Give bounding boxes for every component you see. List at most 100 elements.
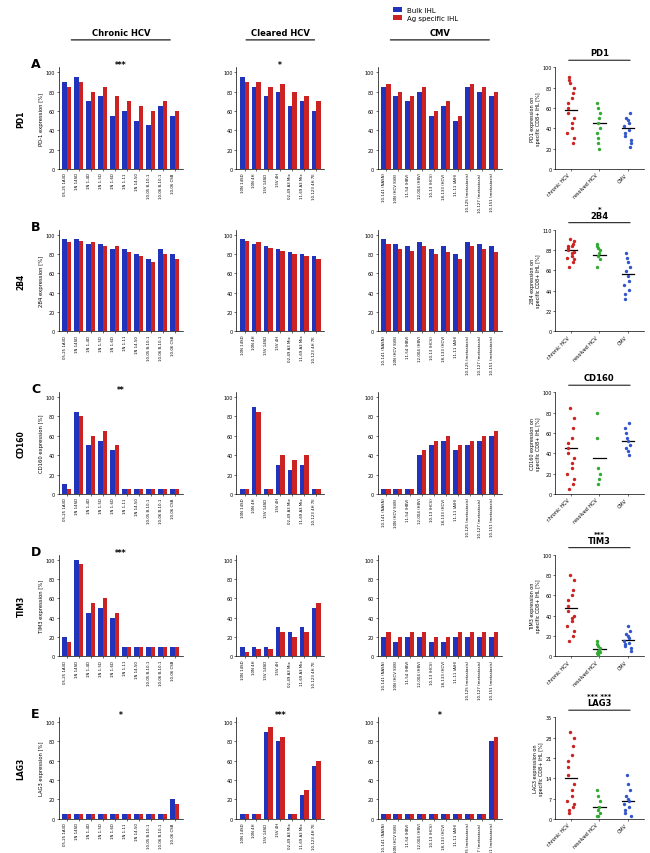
Bar [240, 490, 244, 494]
Bar [170, 117, 175, 170]
Bar [91, 92, 96, 170]
Bar [311, 112, 316, 170]
Bar [175, 259, 179, 332]
Point [565, 77, 575, 90]
Point [569, 609, 579, 623]
Bar [410, 252, 415, 332]
Point [595, 122, 605, 136]
Point [595, 253, 605, 267]
Point [562, 619, 573, 633]
Bar [162, 255, 167, 332]
Bar [276, 465, 280, 494]
Bar [429, 814, 434, 819]
Point [565, 401, 575, 415]
Bar [62, 814, 67, 819]
Bar [103, 247, 107, 332]
Point [564, 806, 574, 820]
Bar [138, 490, 143, 494]
Bar [257, 814, 261, 819]
Bar [465, 814, 470, 819]
Point [619, 635, 630, 648]
Bar [158, 490, 162, 494]
Point [593, 247, 604, 260]
Bar [86, 814, 91, 819]
Bar [240, 647, 244, 657]
Bar [268, 490, 273, 494]
Bar [429, 642, 434, 657]
Bar [470, 632, 474, 657]
Bar [151, 814, 155, 819]
Bar [494, 252, 499, 332]
Point [563, 442, 573, 456]
Point [569, 473, 580, 486]
Point [593, 117, 603, 131]
Point [623, 416, 634, 430]
Bar [257, 83, 261, 170]
Bar [489, 97, 494, 170]
Point [625, 438, 635, 452]
Bar [453, 814, 458, 819]
Bar [103, 432, 107, 494]
Bar [67, 88, 72, 170]
Point [592, 432, 603, 445]
Point [592, 809, 602, 823]
Text: ***: *** [115, 61, 127, 70]
Point [593, 644, 604, 658]
Point [562, 769, 573, 782]
Point [569, 235, 580, 248]
Point [622, 435, 632, 449]
Point [592, 127, 602, 141]
Point [569, 731, 580, 745]
Text: *: * [597, 206, 601, 212]
Bar [386, 245, 391, 332]
Point [562, 107, 573, 121]
Bar [115, 97, 120, 170]
Bar [477, 441, 482, 494]
Bar [465, 637, 470, 657]
Bar [292, 637, 297, 657]
Bar [465, 88, 470, 170]
Bar [170, 647, 175, 657]
Text: C: C [31, 383, 40, 396]
Bar [300, 795, 304, 819]
Text: PD1: PD1 [590, 49, 609, 58]
Point [563, 760, 573, 774]
Bar [138, 107, 143, 170]
Point [568, 137, 578, 151]
Point [564, 72, 574, 85]
Point [619, 798, 630, 811]
Bar [311, 766, 316, 819]
Bar [494, 92, 499, 170]
Bar [477, 637, 482, 657]
Bar [252, 408, 257, 494]
Bar [398, 814, 402, 819]
Bar [494, 632, 499, 657]
Point [569, 253, 580, 267]
Bar [288, 252, 292, 332]
Bar [134, 647, 138, 657]
Bar [446, 102, 450, 170]
Bar [304, 632, 309, 657]
Bar [276, 92, 280, 170]
Point [623, 631, 634, 645]
Bar [441, 441, 446, 494]
Bar [446, 252, 450, 332]
Bar [382, 88, 386, 170]
Bar [162, 647, 167, 657]
Point [623, 800, 634, 814]
Bar [417, 243, 422, 332]
Bar [276, 250, 280, 332]
Point [562, 244, 573, 258]
Bar [268, 649, 273, 657]
Text: TIM3: TIM3 [588, 536, 611, 545]
Bar [441, 247, 446, 332]
Bar [300, 628, 304, 657]
Bar [257, 412, 261, 494]
Bar [386, 632, 391, 657]
Point [569, 574, 580, 588]
Point [620, 804, 630, 817]
Text: E: E [31, 707, 40, 720]
Point [594, 795, 604, 809]
Point [567, 583, 578, 597]
Text: ***: *** [594, 531, 605, 537]
